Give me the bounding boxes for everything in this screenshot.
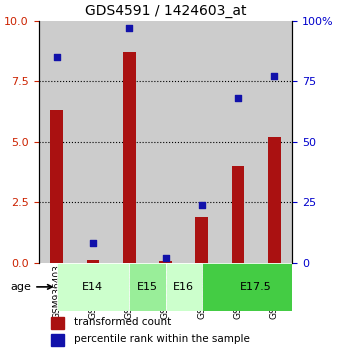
Point	[90, 240, 96, 246]
FancyBboxPatch shape	[202, 263, 311, 311]
Bar	[111, 21, 147, 263]
Bar	[268, 137, 281, 263]
FancyBboxPatch shape	[166, 263, 202, 311]
FancyBboxPatch shape	[129, 263, 166, 311]
Bar	[256, 21, 292, 263]
Text: age: age	[10, 282, 52, 292]
Bar	[147, 21, 184, 263]
Point	[163, 255, 168, 261]
Bar	[87, 260, 99, 263]
Bar	[51, 317, 64, 329]
Bar	[51, 334, 64, 346]
Bar	[75, 21, 111, 263]
Bar	[220, 21, 256, 263]
Point	[199, 202, 204, 207]
Text: transformed count: transformed count	[74, 317, 171, 327]
Bar	[159, 262, 172, 263]
Bar	[123, 52, 136, 263]
Text: E16: E16	[173, 282, 194, 292]
Text: percentile rank within the sample: percentile rank within the sample	[74, 335, 250, 344]
Bar	[232, 166, 244, 263]
Point	[54, 54, 59, 60]
Text: E14: E14	[82, 282, 103, 292]
Point	[126, 25, 132, 31]
Title: GDS4591 / 1424603_at: GDS4591 / 1424603_at	[85, 4, 246, 18]
FancyBboxPatch shape	[57, 263, 129, 311]
Point	[235, 95, 241, 101]
Bar	[195, 217, 208, 263]
Bar	[50, 110, 63, 263]
Text: E15: E15	[137, 282, 158, 292]
Bar	[184, 21, 220, 263]
Bar	[39, 21, 75, 263]
Text: E17.5: E17.5	[240, 282, 272, 292]
Point	[272, 73, 277, 79]
